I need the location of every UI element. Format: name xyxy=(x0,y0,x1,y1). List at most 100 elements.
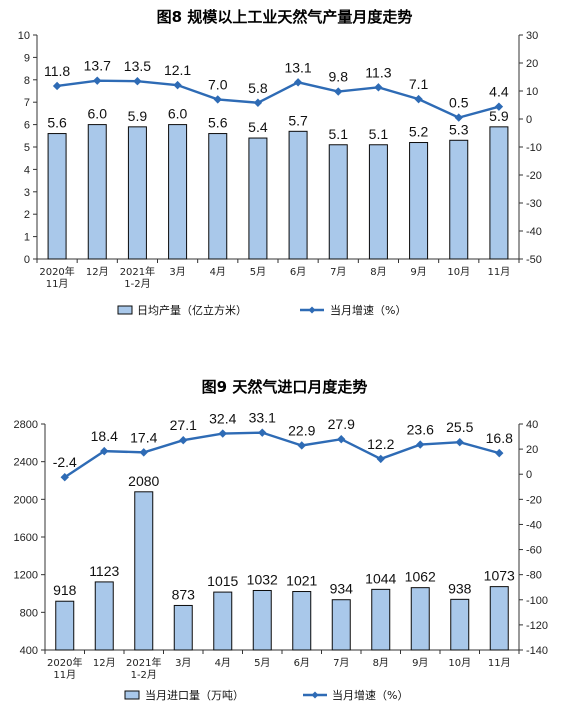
bar xyxy=(252,589,272,651)
bar-data-label: 6.0 xyxy=(168,106,188,122)
growth-point xyxy=(297,441,306,450)
chart-gas-production: 图8 规模以上工业天然气产量月度走势 0 1 2 3 4 5 6 7 8 9 10 -50 -40 -30 -… xyxy=(18,8,542,317)
y-left-tick-label: 2 xyxy=(24,209,30,221)
bar-data-label: 938 xyxy=(448,580,472,596)
bar xyxy=(449,139,469,260)
growth-data-label: -2.4 xyxy=(53,454,77,470)
y-right-tick-label: -140 xyxy=(526,645,548,657)
growth-point xyxy=(293,78,303,87)
bar xyxy=(134,491,154,651)
legend-bar-label: 日均产量（亿立方米） xyxy=(137,303,247,317)
y-right-tick-label: -40 xyxy=(526,519,542,531)
growth-data-label: 9.8 xyxy=(329,69,349,85)
bar-data-label: 1044 xyxy=(365,570,396,586)
y-left-tick-label: 8 xyxy=(24,75,30,87)
bar-data-label: 5.9 xyxy=(128,108,148,124)
bar-data-label: 2080 xyxy=(128,473,159,489)
growth-data-label: 22.9 xyxy=(288,422,315,438)
growth-point xyxy=(179,435,188,445)
y-left-tick-label: 10 xyxy=(18,30,30,42)
bar-data-label: 1021 xyxy=(286,573,317,589)
y-left-tick-label: 9 xyxy=(24,52,30,64)
growth-point xyxy=(60,473,69,482)
legend-line-label: 当月增速（%） xyxy=(330,303,406,317)
bar xyxy=(450,598,470,651)
y-left-tick-label: 1 xyxy=(24,232,30,244)
growth-point xyxy=(218,429,227,438)
x-tick-label: 5月 xyxy=(250,266,266,278)
growth-data-label: 23.6 xyxy=(407,422,434,438)
bar-data-label: 1073 xyxy=(484,568,515,584)
y-right-tick-label: 40 xyxy=(526,419,538,431)
y-left-tick-label: 5 xyxy=(24,142,30,154)
bar xyxy=(173,604,193,651)
y-left-tick-label: 7 xyxy=(24,97,30,109)
growth-data-label: 25.5 xyxy=(446,419,473,435)
growth-point xyxy=(253,98,263,107)
bar-data-label: 1032 xyxy=(247,571,278,587)
x-tick-label: 9月 xyxy=(412,657,428,669)
growth-point xyxy=(100,446,109,456)
growth-point xyxy=(455,438,464,447)
growth-point xyxy=(133,77,142,86)
x-tick-label: 12月 xyxy=(93,657,116,669)
growth-data-label: 0.5 xyxy=(449,95,469,111)
y-left-tick-label: 2800 xyxy=(14,419,38,431)
y-right-tick-label: -10 xyxy=(526,142,542,154)
legend-line-label: 当月增速（%） xyxy=(332,688,408,702)
bar xyxy=(409,142,429,260)
y-left-tick-label: 800 xyxy=(20,607,38,619)
growth-point xyxy=(454,113,463,122)
bar-data-label: 5.2 xyxy=(409,124,429,140)
y-right-tick-label: -100 xyxy=(526,595,548,607)
x-tick-label: 6月 xyxy=(294,657,310,669)
bar-data-label: 1062 xyxy=(405,569,436,585)
legend-bar-swatch xyxy=(124,690,140,700)
growth-data-label: 5.8 xyxy=(248,80,268,96)
y-right-tick-label: -20 xyxy=(526,494,542,506)
x-tick-label: 4月 xyxy=(210,266,226,278)
bar-data-label: 5.3 xyxy=(449,121,469,137)
bar-data-label: 5.4 xyxy=(248,119,268,135)
bar xyxy=(55,600,75,651)
y-right-tick-label: 20 xyxy=(526,58,538,70)
y-left-tick-label: 0 xyxy=(24,254,30,266)
x-tick-label: 2020年 11月 xyxy=(39,265,74,290)
x-tick-label: 11月 xyxy=(488,657,511,669)
bar xyxy=(288,130,308,260)
bar-data-label: 5.6 xyxy=(208,115,228,131)
bar xyxy=(127,126,147,260)
bar-data-label: 5.1 xyxy=(329,126,349,142)
legend-line-marker xyxy=(308,306,316,314)
growth-point xyxy=(334,87,343,96)
x-tick-label: 12月 xyxy=(86,266,109,278)
chart-title: 图9 天然气进口月度走势 xyxy=(202,378,368,396)
bar-data-label: 5.6 xyxy=(47,115,67,131)
bar xyxy=(368,144,388,260)
bar-data-label: 934 xyxy=(330,581,354,597)
x-tick-label: 11月 xyxy=(488,266,511,278)
growth-data-label: 12.1 xyxy=(164,62,191,78)
growth-point xyxy=(337,434,346,444)
x-tick-label: 5月 xyxy=(254,657,270,669)
y-left-tick-label: 4 xyxy=(24,164,30,176)
y-right-tick-label: 0 xyxy=(526,114,532,126)
x-tick-label: 2021年 1-2月 xyxy=(126,656,161,681)
growth-data-label: 33.1 xyxy=(249,410,276,426)
growth-data-label: 18.4 xyxy=(91,428,118,444)
legend-line-marker xyxy=(311,691,319,699)
growth-point xyxy=(213,95,222,104)
growth-data-label: 4.4 xyxy=(489,84,509,100)
legend-bar-label: 当月进口量（万吨） xyxy=(145,688,244,702)
growth-data-label: 16.8 xyxy=(486,430,513,446)
growth-point xyxy=(173,80,182,90)
y-right-tick-label: 10 xyxy=(526,86,538,98)
bar xyxy=(213,591,233,651)
bar xyxy=(94,581,114,651)
growth-data-label: 11.3 xyxy=(365,64,391,80)
y-right-tick-label: 0 xyxy=(526,469,532,481)
y-left-tick-label: 3 xyxy=(24,187,30,199)
x-tick-label: 10月 xyxy=(448,657,471,669)
growth-data-label: 17.4 xyxy=(130,429,157,445)
y-right-tick-label: -20 xyxy=(526,170,542,182)
